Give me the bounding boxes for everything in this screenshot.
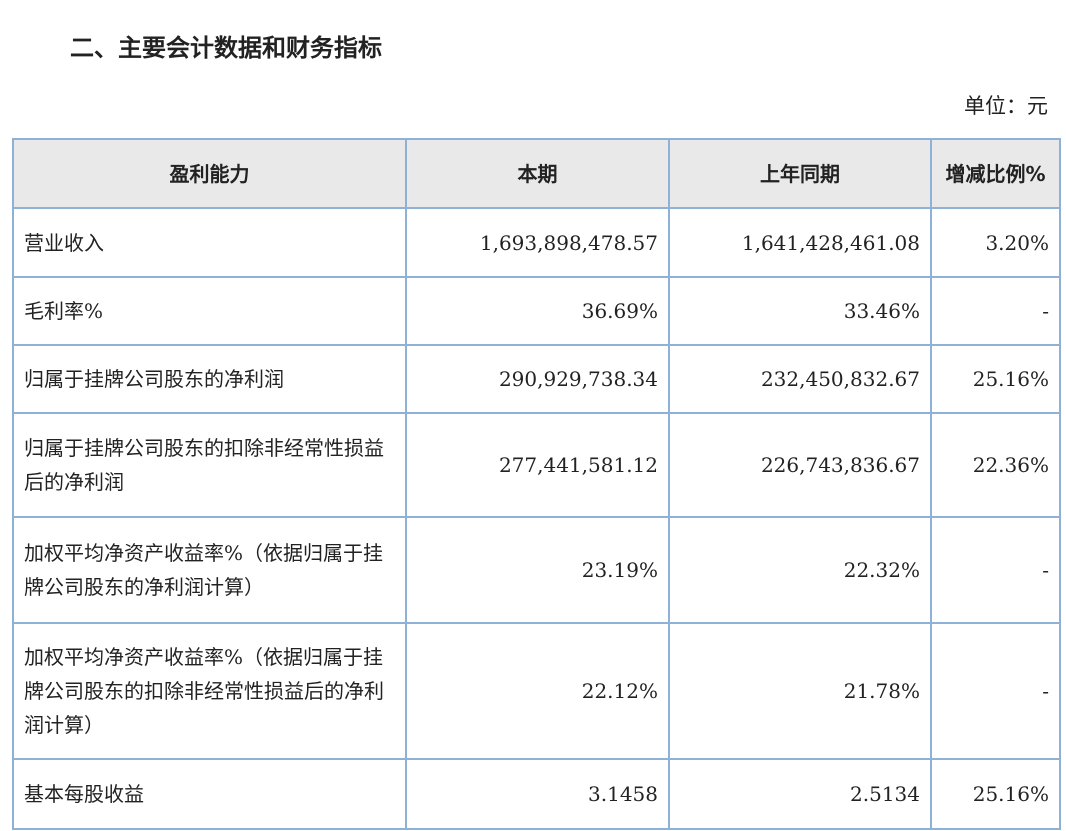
row-label: 加权平均净资产收益率%（依据归属于挂牌公司股东的净利润计算）: [12, 516, 407, 624]
cell: 22.32%: [668, 516, 932, 624]
cell: 23.19%: [405, 516, 670, 624]
row-label: 归属于挂牌公司股东的扣除非经常性损益后的净利润: [12, 412, 407, 518]
column-header: 增减比例%: [930, 138, 1061, 209]
cell: 21.78%: [668, 622, 932, 760]
cell: 22.36%: [930, 412, 1061, 518]
cell: -: [930, 516, 1061, 624]
cell: -: [930, 276, 1061, 346]
row-label: 加权平均净资产收益率%（依据归属于挂牌公司股东的扣除非经常性损益后的净利润计算）: [12, 622, 407, 760]
table-row: 加权平均净资产收益率%（依据归属于挂牌公司股东的扣除非经常性损益后的净利润计算）…: [12, 622, 1061, 760]
table-row: 归属于挂牌公司股东的净利润 290,929,738.34 232,450,832.6…: [12, 344, 1061, 414]
financial-table: 盈利能力 本期 上年同期 增减比例% 营业收入 1,693,898,478.57 1,64…: [12, 138, 1061, 830]
unit-label: 单位：元: [964, 94, 1048, 118]
row-label: 归属于挂牌公司股东的净利润: [12, 344, 407, 414]
cell: 1,693,898,478.57: [405, 207, 670, 278]
cell: 25.16%: [930, 344, 1061, 414]
cell: 33.46%: [668, 276, 932, 346]
table-body: 营业收入 1,693,898,478.57 1,641,428,461.08 3.20…: [12, 207, 1061, 830]
cell: 290,929,738.34: [405, 344, 670, 414]
table-row: 归属于挂牌公司股东的扣除非经常性损益后的净利润 277,441,581.12 226…: [12, 412, 1061, 518]
table-row: 毛利率% 36.69% 33.46% -: [12, 276, 1061, 346]
header-row: 盈利能力 本期 上年同期 增减比例%: [12, 138, 1061, 209]
cell: -: [930, 622, 1061, 760]
column-header: 盈利能力: [12, 138, 407, 209]
table-row: 基本每股收益 3.1458 2.5134 25.16%: [12, 758, 1061, 830]
row-label: 毛利率%: [12, 276, 407, 346]
cell: 22.12%: [405, 622, 670, 760]
table-row: 加权平均净资产收益率%（依据归属于挂牌公司股东的净利润计算） 23.19% 22.3…: [12, 516, 1061, 624]
column-header: 上年同期: [668, 138, 932, 209]
table-row: 营业收入 1,693,898,478.57 1,641,428,461.08 3.20…: [12, 207, 1061, 278]
cell: 226,743,836.67: [668, 412, 932, 518]
cell: 3.1458: [405, 758, 670, 830]
cell: 36.69%: [405, 276, 670, 346]
row-label: 基本每股收益: [12, 758, 407, 830]
cell: 2.5134: [668, 758, 932, 830]
cell: 232,450,832.67: [668, 344, 932, 414]
cell: 277,441,581.12: [405, 412, 670, 518]
section-title: 二、主要会计数据和财务指标: [70, 34, 382, 62]
cell: 1,641,428,461.08: [668, 207, 932, 278]
cell: 3.20%: [930, 207, 1061, 278]
row-label: 营业收入: [12, 207, 407, 278]
cell: 25.16%: [930, 758, 1061, 830]
column-header: 本期: [405, 138, 670, 209]
